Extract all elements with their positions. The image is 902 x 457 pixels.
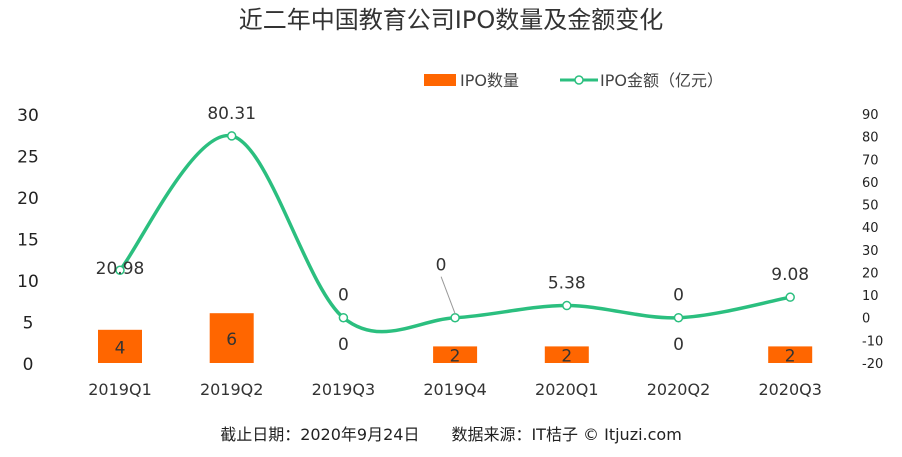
x-tick-label: 2019Q1 — [88, 380, 152, 399]
legend-line-marker — [574, 75, 584, 85]
right-tick-label: 80 — [862, 131, 879, 146]
x-tick-label: 2020Q2 — [647, 380, 711, 399]
legend-bar-swatch — [424, 74, 456, 86]
left-tick-label: 5 — [23, 314, 34, 334]
left-tick-label: 20 — [17, 189, 39, 209]
right-tick-label: 10 — [862, 289, 879, 304]
left-tick-label: 0 — [23, 355, 34, 375]
right-tick-label: 40 — [862, 221, 879, 236]
line-point — [450, 312, 460, 323]
bar-data-label: 6 — [226, 330, 237, 350]
legend-bar-label: IPO数量 — [460, 71, 519, 90]
left-tick-label: 15 — [17, 231, 39, 251]
line-point — [226, 131, 237, 141]
right-tick-label: -10 — [862, 334, 883, 349]
left-tick-label: 25 — [17, 148, 39, 168]
right-tick-label: -20 — [862, 357, 883, 372]
bar-data-label: 2 — [450, 347, 461, 367]
line-data-label: 9.08 — [771, 265, 809, 285]
line-point — [673, 312, 684, 323]
bar — [768, 346, 813, 363]
x-tick-label: 2019Q2 — [200, 380, 264, 399]
bar — [98, 329, 142, 363]
bar — [544, 346, 589, 363]
line-data-label: 0 — [673, 286, 684, 306]
bar-data-label: 0 — [338, 335, 349, 355]
left-tick-label: 10 — [17, 272, 39, 292]
right-tick-label: 30 — [862, 244, 879, 259]
x-tick-label: 2019Q4 — [423, 380, 487, 399]
line-point — [785, 292, 795, 302]
x-tick-label: 2019Q3 — [312, 380, 376, 399]
bar — [209, 313, 254, 363]
line-data-label: 20.98 — [96, 259, 145, 279]
bar-data-label: 2 — [561, 347, 572, 367]
right-tick-label: 60 — [862, 176, 879, 191]
line-series — [118, 134, 791, 334]
bar-data-label: 0 — [673, 335, 684, 355]
line-point — [115, 265, 125, 275]
bar-data-label: 4 — [115, 338, 126, 358]
line-point — [338, 312, 349, 323]
legend: IPO数量 IPO金额（亿元） — [424, 71, 723, 90]
left-tick-label: 30 — [17, 106, 39, 126]
right-tick-label: 20 — [862, 266, 879, 281]
right-tick-label: 50 — [862, 199, 879, 214]
x-tick-label: 2020Q1 — [535, 380, 599, 399]
bar-data-label: 2 — [785, 347, 796, 367]
line-data-label: 0 — [338, 286, 349, 306]
right-tick-label: 70 — [862, 153, 879, 168]
legend-line-label: IPO金额（亿元） — [600, 71, 723, 90]
line-point — [562, 300, 572, 311]
line-data-label: 5.38 — [548, 274, 586, 294]
right-tick-label: 90 — [862, 108, 879, 123]
footer-note: 截止日期：2020年9月24日 数据来源：IT桔子 © Itjuzi.com — [220, 425, 682, 444]
right-tick-label: 0 — [862, 312, 870, 327]
x-tick-label: 2020Q3 — [758, 380, 822, 399]
line-data-label: 0 — [436, 256, 447, 276]
line-data-label: 80.31 — [207, 104, 256, 124]
bar — [433, 346, 478, 363]
leader-line — [440, 276, 456, 314]
chart-title: 近二年中国教育公司IPO数量及金额变化 — [239, 6, 663, 34]
